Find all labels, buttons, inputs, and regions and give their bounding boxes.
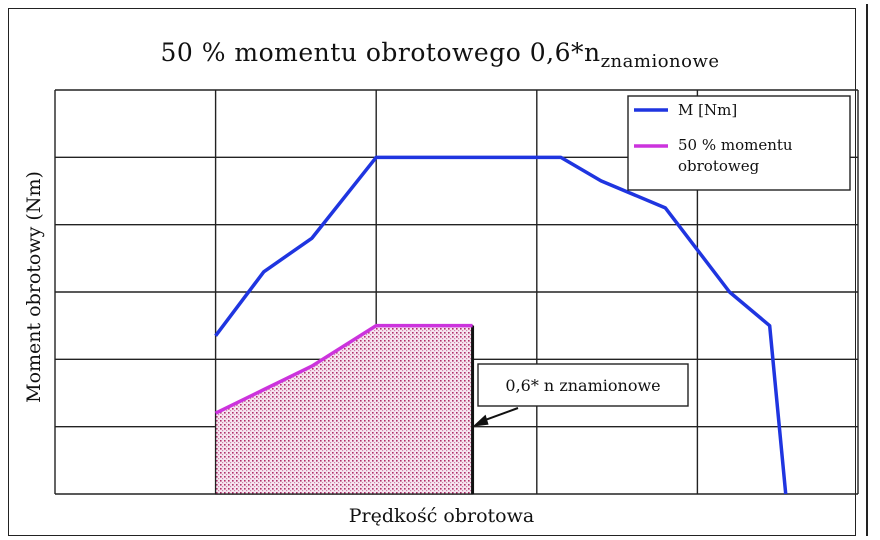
annotation-box	[477, 363, 689, 407]
legend-label-50-percent-line2: obrotoweg	[678, 157, 760, 175]
legend-label-50-percent-line1: 50 % momentu	[678, 136, 793, 154]
fill-area-group	[215, 325, 475, 495]
chart-title-text: 50 % momentu obrotowego 0,6*n	[160, 38, 601, 67]
fill-area-50-percent	[215, 325, 474, 495]
annotation-arrow-head	[472, 414, 489, 427]
legend-label-torque: M [Nm]	[678, 101, 737, 119]
figure-frame	[8, 8, 856, 536]
axis-labels: Prędkość obrotowa Moment obrotowy (Nm)	[23, 171, 534, 527]
series-lines	[214, 155, 788, 495]
legend: M [Nm] 50 % momentu obrotoweg	[627, 95, 851, 191]
y-axis-label: Moment obrotowy (Nm)	[23, 171, 45, 403]
legend-label-50-percent: 50 % momentu obrotoweg	[678, 136, 793, 175]
figure-right-border	[866, 4, 868, 536]
chart-title: 50 % momentu obrotowego 0,6*nznamionowe	[0, 38, 880, 72]
series-line-torque	[214, 155, 788, 495]
x-axis-label: Prędkość obrotowa	[349, 505, 534, 527]
annotation-label: 0,6* n znamionowe	[505, 376, 660, 395]
chart-title-subscript: znamionowe	[600, 51, 720, 72]
series-line-50-percent	[214, 323, 473, 415]
annotation-group: 0,6* n znamionowe	[472, 363, 689, 427]
